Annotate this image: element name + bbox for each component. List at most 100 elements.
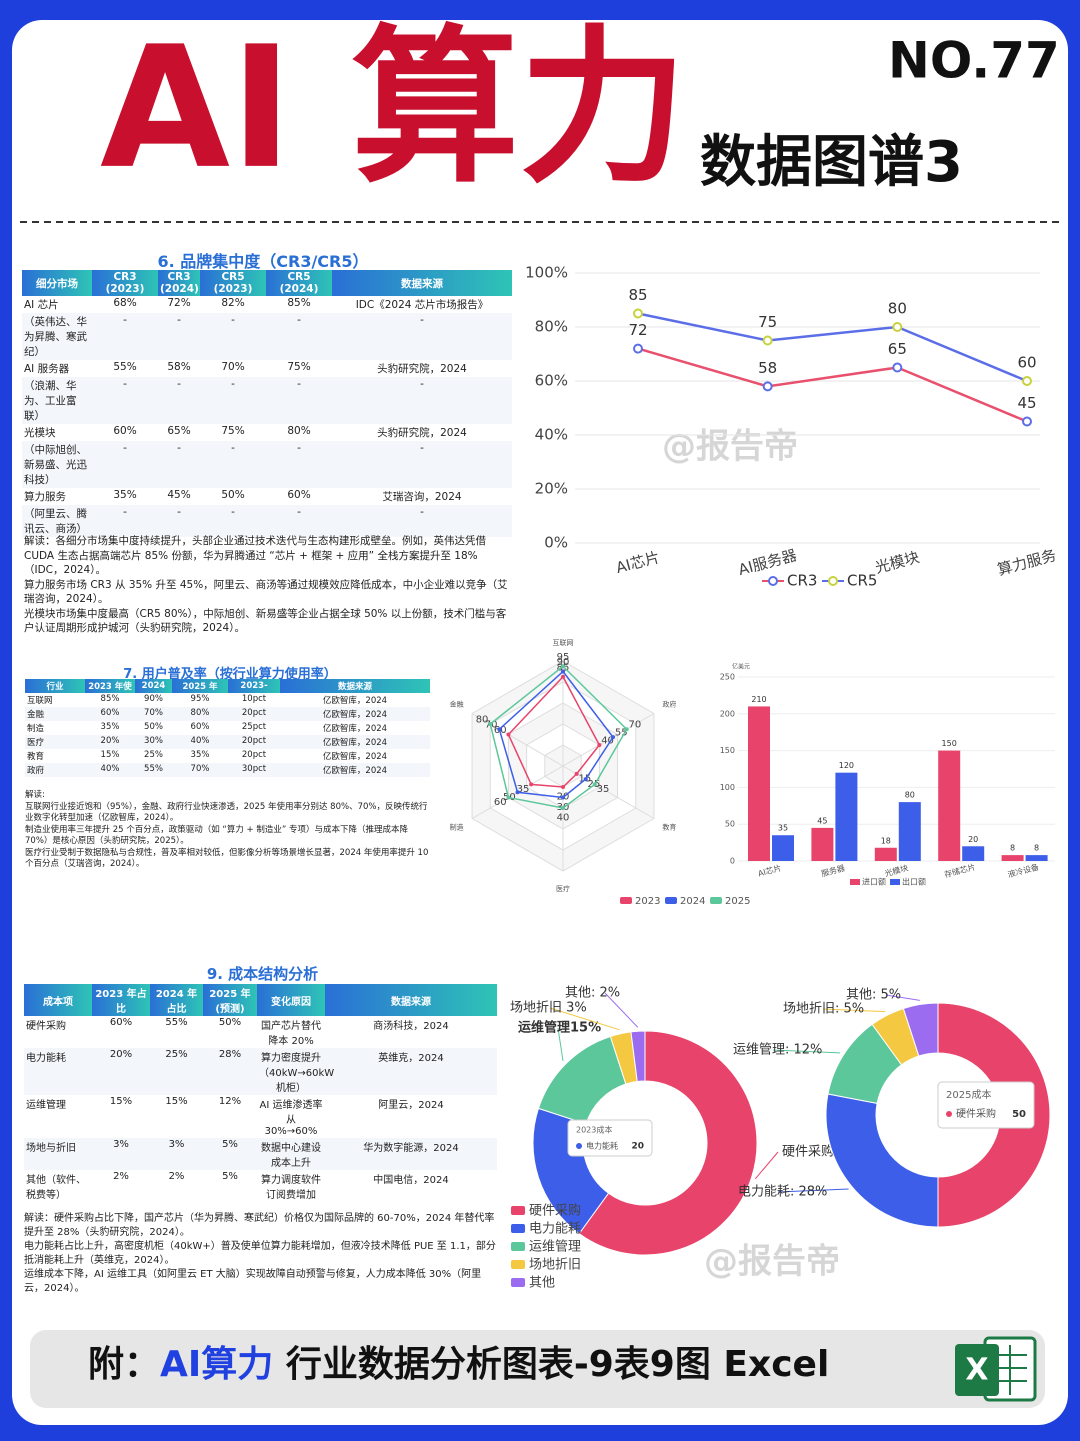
section-title: 7. 用户普及率（按行业算力使用率） (123, 667, 337, 682)
axis-label: 教育 (662, 822, 676, 831)
note: 解读: (25, 790, 45, 800)
radar-point (574, 771, 579, 776)
legend-swatch (850, 879, 860, 885)
bar (898, 802, 921, 861)
table-9: 成本项 2023 年占比 2024 年占比 2025 年(预测) 变化原因 数据来源 硬件采… (24, 984, 497, 1202)
header-cell: 变化原因 (257, 984, 325, 1016)
note: 运维成本下降，AI 运维工具（如阿里云 ET 大脑）实现故障自动预警与修复，人力… (24, 1269, 482, 1294)
cell: - (158, 313, 200, 360)
cell: 金融 (25, 707, 85, 721)
cell: IDC《2024 芯片市场报告》 (355, 299, 489, 311)
cell: 硬件采购 (26, 1021, 66, 1032)
legend-marker (768, 576, 778, 586)
data-label: 58 (758, 359, 777, 377)
cell: 82% (221, 297, 245, 309)
cell: 其他（软件、税费等） (26, 1175, 86, 1201)
slice-label: 场地折旧: 5% (783, 1002, 864, 1017)
cell: 数据中心建设成本上升 (257, 1138, 325, 1170)
legend-swatch (511, 1260, 525, 1269)
cell: AI 运维渗透率从 30%→60% (259, 1100, 323, 1137)
header-cell: 2024 (135, 679, 172, 693)
table: 细分市场 CR3 (2023) CR3 (2024) CR5 (2023) CR5 (2… (22, 270, 512, 537)
subtitle: 数据图谱3 (700, 130, 963, 195)
axis-label: 互联网 (553, 638, 574, 647)
cell: - (92, 441, 158, 488)
data-label: 150 (942, 739, 957, 748)
data-label: 8 (1034, 844, 1039, 853)
tooltip-value: 50 (1012, 1109, 1026, 1120)
row: （英伟达、华为昇腾、寒武纪） - - - - - (22, 313, 512, 360)
y-tick-label: 60% (535, 372, 568, 390)
line (637, 347, 1028, 423)
donut-slice (825, 1093, 939, 1228)
cell: 50% (144, 722, 163, 732)
donut-slice (902, 1002, 939, 1057)
cell: 20% (92, 1048, 150, 1095)
row: 金融 60% 70% 80% 20pct 亿欧智库，2024 (25, 707, 430, 721)
excel-icon: X (965, 1353, 988, 1388)
tooltip-name: 电力能耗 (586, 1141, 618, 1151)
radar-axis (562, 713, 655, 767)
row: 运维管理 15% 15% 12% AI 运维渗透率从 30%→60% 阿里云，2024 (24, 1095, 497, 1138)
header-cell: 2023 年占比 (92, 984, 150, 1016)
cell: 亿欧智库，2024 (322, 724, 388, 734)
cell: - (158, 441, 200, 488)
legend-label: 出口额 (902, 877, 926, 887)
header-cell: 数据来源 (332, 270, 512, 296)
marker (892, 322, 903, 332)
cell: 65% (167, 425, 191, 437)
row: （阿里云、腾讯云、商汤） - - - - - (22, 505, 512, 537)
data-label: 55 (615, 727, 628, 738)
y-tick-label: 150 (720, 746, 735, 755)
unit-label: 亿美元 (732, 663, 750, 671)
cell: （中际旭创、新易盛、光迅科技） (22, 441, 92, 488)
axis-label: 制造 (450, 822, 464, 831)
x-tick-label: AI芯片 (757, 863, 783, 879)
x-tick-label: 光模块 (883, 863, 909, 879)
row: 教育 15% 25% 35% 20pct 亿欧智库，2024 (25, 749, 430, 763)
slice-label: 场地折旧 3% (510, 1001, 587, 1016)
notes-7: 解读: 互联网行业接近饱和（95%），金融、政府行业快速渗透，2025 年使用率分… (25, 790, 430, 871)
note: 医疗行业受制于数据隐私与合规性，普及率相对较低，但影像分析等场景增长显著，202… (25, 847, 429, 870)
marker (1022, 416, 1032, 427)
legend-label: 2024 (680, 896, 705, 907)
cell: 50% (221, 489, 245, 501)
y-tick-label: 80% (535, 318, 568, 336)
cell: 60% (85, 707, 135, 721)
y-tick-label: 50 (725, 820, 735, 829)
slice-label: 电力能耗: 28% (738, 1185, 827, 1200)
leader-line (549, 1007, 620, 1031)
leader-line (754, 1151, 779, 1180)
cell: 华为数字能源，2024 (325, 1138, 497, 1170)
legend-label: CR3 (787, 572, 817, 590)
cell: 阿里云，2024 (378, 1100, 444, 1111)
cell: 75% (221, 425, 245, 437)
cell: 60% (113, 425, 137, 437)
row: 制造 35% 50% 60% 25pct 亿欧智库，2024 (25, 721, 430, 735)
cell: - (266, 377, 332, 424)
footer-highlight: AI算力 (160, 1344, 273, 1385)
legend-label: 其他 (529, 1276, 555, 1291)
tooltip-dot (576, 1143, 582, 1149)
cell: AI 芯片 (24, 299, 59, 311)
header-cell: CR3 (2024) (158, 270, 200, 296)
legend-swatch (890, 879, 900, 885)
cell: 70% (172, 763, 228, 777)
slice-label: 其他: 5% (846, 988, 901, 1003)
footer-prefix: 附： (88, 1344, 160, 1385)
bar (1001, 855, 1024, 861)
legend-label: CR5 (847, 572, 877, 590)
cell: 55% (165, 1017, 188, 1028)
marker (633, 308, 643, 319)
data-label: 60 (494, 797, 507, 808)
y-tick-label: 100 (720, 783, 735, 792)
cell: - (200, 441, 266, 488)
slice-label: 运维管理15% (518, 1020, 601, 1036)
y-tick-label: 0% (544, 534, 568, 552)
cell: 场地与折旧 (24, 1138, 92, 1170)
cell: - (200, 505, 266, 537)
y-tick-label: 250 (720, 673, 735, 682)
donut-slice (578, 1030, 758, 1256)
cell: AI 服务器 (24, 363, 70, 375)
